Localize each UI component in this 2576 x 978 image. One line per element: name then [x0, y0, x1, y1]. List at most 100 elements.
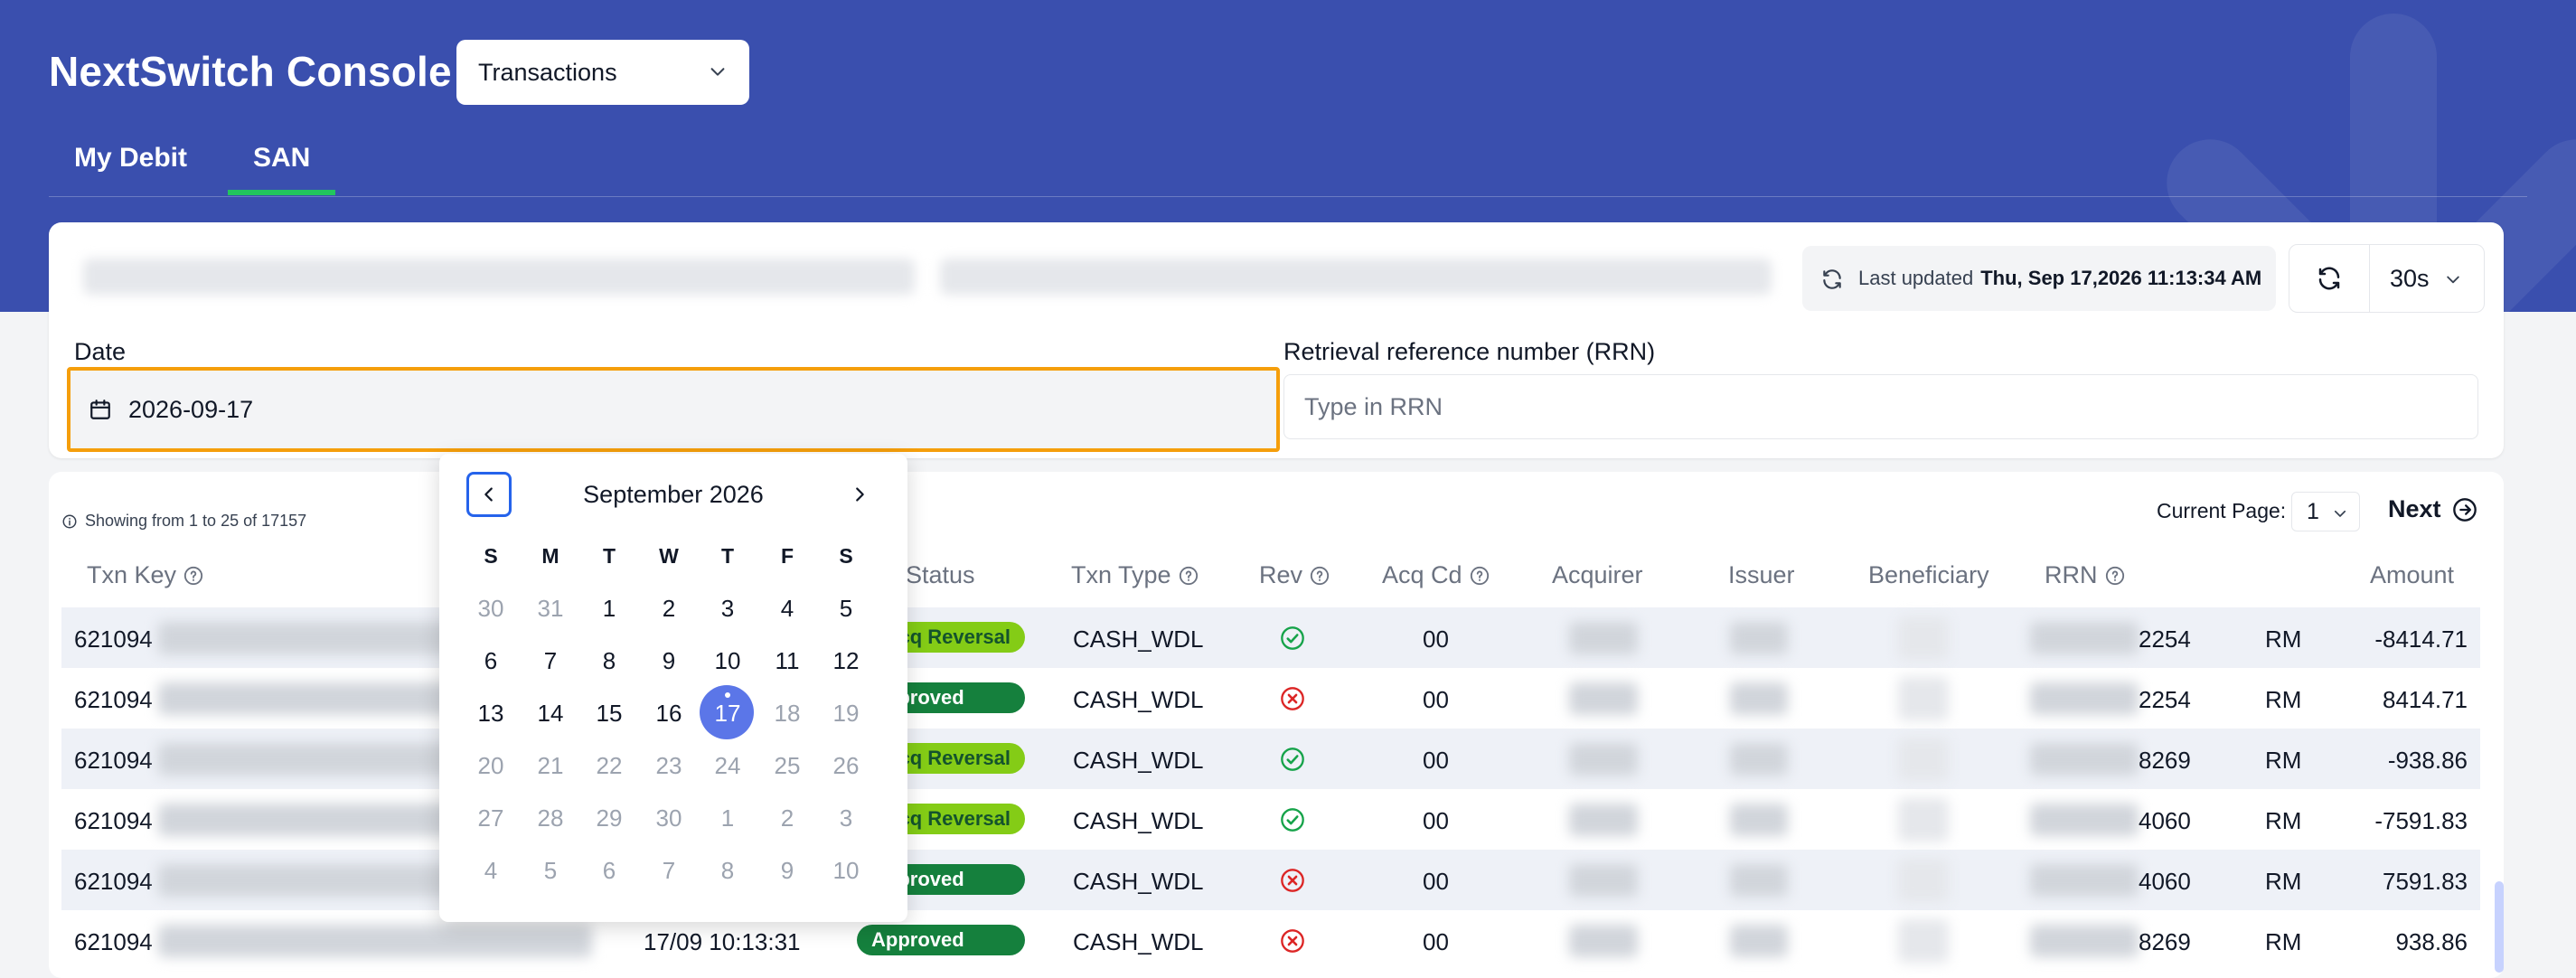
module-select[interactable]: Transactions — [456, 40, 749, 105]
help-circle-icon — [1179, 566, 1198, 585]
weekday-header: W — [659, 544, 679, 568]
rrn-cell: 2254 — [2139, 625, 2191, 653]
date-picker-popup: September 2026 S M T W T F S 30 31 1 2 3 4 5 6 7 8 9 10 11 1… — [439, 454, 907, 922]
chevron-down-icon — [2447, 276, 2459, 284]
date-value: 2026-09-17 — [128, 395, 254, 423]
redacted-filter-field — [940, 259, 1772, 295]
column-header-rrn[interactable]: RRN — [2045, 561, 2125, 589]
chevron-right-icon — [856, 487, 864, 502]
tab-san[interactable]: SAN — [253, 143, 311, 173]
active-tab-indicator — [228, 190, 335, 195]
calendar-day: 4 — [484, 856, 498, 884]
next-label: Next — [2388, 495, 2441, 522]
redacted-issuer — [1730, 804, 1788, 836]
calendar-day[interactable]: 6 — [484, 646, 498, 674]
redacted-acquirer — [1569, 622, 1638, 654]
calendar-day[interactable]: 1 — [602, 594, 616, 622]
acq-cd-cell: 00 — [1423, 625, 1449, 653]
calendar-day[interactable]: 4 — [780, 594, 794, 622]
calendar-day[interactable]: 9 — [662, 646, 676, 674]
calendar-day: 25 — [774, 751, 801, 779]
redacted-acquirer — [1569, 864, 1638, 897]
txn-time-cell: 17/09 10:13:31 — [644, 928, 801, 955]
calendar-day[interactable]: 10 — [714, 646, 741, 674]
amount-cell: -8414.71 — [2374, 625, 2468, 653]
calendar-day: 22 — [596, 751, 623, 779]
column-header-amount[interactable]: Amount — [2370, 561, 2454, 589]
rrn-cell: 8269 — [2139, 747, 2191, 774]
vertical-scrollbar[interactable] — [2495, 881, 2504, 973]
help-circle-icon — [2105, 566, 2124, 585]
arrow-right-circle-icon — [2452, 497, 2477, 522]
column-header-beneficiary[interactable]: Beneficiary — [1868, 561, 1989, 589]
calendar-day-selected[interactable]: 17 — [698, 685, 757, 739]
column-label: Acquirer — [1552, 561, 1643, 588]
calendar-day[interactable]: 3 — [720, 594, 735, 622]
help-circle-icon — [1310, 566, 1330, 585]
refresh-button[interactable] — [2289, 244, 2370, 313]
current-page-select[interactable]: 1 — [2291, 492, 2360, 531]
next-page-button[interactable]: Next — [2388, 495, 2477, 523]
calendar-day[interactable]: 7 — [543, 646, 558, 674]
currency-cell: RM — [2265, 868, 2302, 895]
redacted-beneficiary — [1898, 738, 1949, 781]
redacted-beneficiary — [1898, 677, 1949, 720]
txn-type-cell: CASH_WDL — [1073, 625, 1204, 653]
column-header-txn-type[interactable]: Txn Type — [1071, 561, 1199, 589]
column-header-txn-key[interactable]: Txn Key — [87, 561, 203, 589]
calendar-day: 27 — [477, 804, 504, 832]
tab-my-debit[interactable]: My Debit — [74, 143, 188, 173]
previous-month-button[interactable] — [466, 472, 512, 517]
calendar-day: 6 — [602, 856, 616, 884]
calendar-day: 1 — [720, 804, 735, 832]
next-month-button[interactable] — [837, 472, 882, 517]
redacted-rrn — [2030, 804, 2139, 836]
column-label: Txn Type — [1071, 561, 1171, 588]
date-input[interactable]: 2026-09-17 — [67, 367, 1280, 452]
rrn-label: Retrieval reference number (RRN) — [1283, 338, 1656, 365]
status-badge: Approved — [857, 925, 1025, 955]
calendar-day[interactable]: 12 — [832, 646, 860, 674]
acq-cd-cell: 00 — [1423, 928, 1449, 955]
column-header-acq-cd[interactable]: Acq Cd — [1382, 561, 1490, 589]
current-page-value: 1 — [2307, 498, 2319, 524]
column-header-status[interactable]: Status — [906, 561, 975, 589]
calendar-day: 23 — [655, 751, 682, 779]
currency-cell: RM — [2265, 625, 2302, 653]
rrn-input[interactable]: Type in RRN — [1283, 374, 2478, 439]
calendar-day[interactable]: 5 — [839, 594, 853, 622]
column-label: Amount — [2370, 561, 2455, 588]
calendar-day[interactable]: 15 — [596, 699, 623, 727]
calendar-day[interactable]: 2 — [662, 594, 676, 622]
redacted-rrn — [2030, 622, 2139, 654]
redacted-acquirer — [1569, 804, 1638, 836]
check-circle-icon — [1281, 808, 1304, 832]
calendar-day[interactable]: 14 — [537, 699, 564, 727]
last-updated-value: Thu, Sep 17,2026 11:13:34 AM — [1980, 267, 2262, 289]
calendar-month-title: September 2026 — [583, 481, 764, 508]
rrn-cell: 8269 — [2139, 928, 2191, 955]
refresh-icon — [2318, 267, 2340, 290]
column-header-acquirer[interactable]: Acquirer — [1552, 561, 1643, 589]
info-icon — [62, 514, 77, 528]
column-header-issuer[interactable]: Issuer — [1728, 561, 1795, 589]
calendar-day[interactable]: 16 — [655, 699, 682, 727]
calendar-day[interactable]: 13 — [477, 699, 504, 727]
calendar-day[interactable]: 8 — [602, 646, 616, 674]
txn-key-cell: 621094 — [74, 928, 153, 955]
column-header-rev[interactable]: Rev — [1259, 561, 1330, 589]
calendar-day: 3 — [839, 804, 853, 832]
refresh-interval-select[interactable]: 30s — [2369, 244, 2485, 313]
redacted-txn-key — [158, 925, 592, 957]
redacted-filter-field — [83, 259, 915, 295]
calendar-day: 30 — [477, 594, 504, 622]
header-divider — [49, 196, 2527, 197]
redacted-issuer — [1730, 864, 1788, 897]
redacted-rrn — [2030, 682, 2139, 715]
refresh-icon — [1823, 269, 1841, 289]
acq-cd-cell: 00 — [1423, 747, 1449, 774]
currency-cell: RM — [2265, 747, 2302, 774]
rrn-placeholder: Type in RRN — [1304, 392, 1443, 420]
calendar-day[interactable]: 11 — [775, 646, 800, 674]
rrn-cell: 4060 — [2139, 868, 2191, 895]
